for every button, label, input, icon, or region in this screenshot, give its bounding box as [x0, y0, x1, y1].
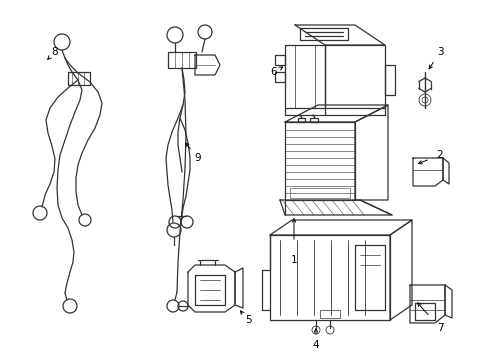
Bar: [289, 188, 349, 198]
Text: 9: 9: [194, 153, 201, 163]
Text: 7: 7: [436, 323, 443, 333]
Text: 1: 1: [290, 255, 297, 265]
Text: 2: 2: [436, 150, 443, 160]
Text: 4: 4: [312, 340, 319, 350]
Text: 5: 5: [244, 315, 251, 325]
Text: 3: 3: [436, 47, 443, 57]
Text: 6: 6: [270, 67, 277, 77]
Bar: [319, 310, 339, 318]
Text: 8: 8: [52, 47, 58, 57]
